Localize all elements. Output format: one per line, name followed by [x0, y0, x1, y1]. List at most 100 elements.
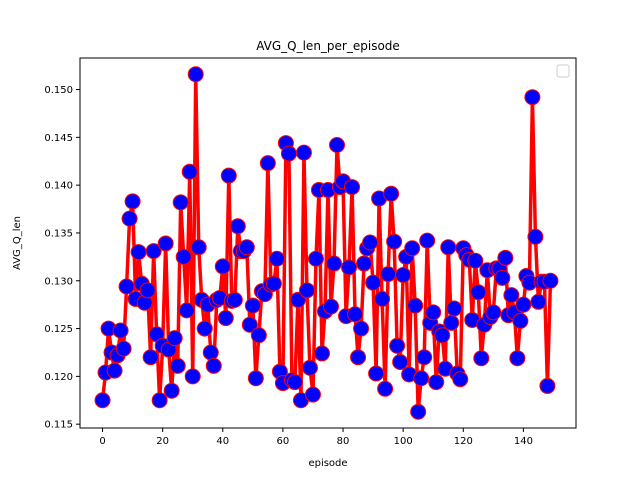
- data-point: [416, 349, 433, 366]
- axes-frame: [79, 57, 577, 429]
- data-point: [446, 300, 463, 317]
- data-point: [434, 327, 451, 344]
- data-point: [187, 66, 204, 83]
- data-point: [347, 306, 364, 323]
- data-point: [130, 244, 147, 261]
- data-point: [512, 312, 529, 329]
- data-point: [214, 258, 231, 275]
- data-point: [377, 380, 394, 397]
- x-tick-label: 60: [277, 436, 290, 447]
- data-point: [313, 345, 330, 362]
- data-point: [286, 374, 303, 391]
- data-point: [190, 239, 207, 256]
- x-axis: 0 20 40 60 80 100 120 140: [99, 428, 533, 447]
- data-point: [350, 349, 367, 366]
- x-tick-label: 0: [99, 436, 105, 447]
- y-tick-label: 0.150: [44, 85, 73, 96]
- data-point: [247, 370, 264, 387]
- y-axis-label: AVG_Q_len: [12, 216, 23, 270]
- data-point: [226, 291, 243, 308]
- data-point: [443, 314, 460, 331]
- data-point: [205, 357, 222, 374]
- data-point: [151, 392, 168, 409]
- data-point: [428, 374, 445, 391]
- data-point: [497, 249, 514, 266]
- data-point: [413, 370, 430, 387]
- data-point: [539, 377, 556, 394]
- data-point: [365, 274, 382, 291]
- data-point: [467, 252, 484, 269]
- data-point: [515, 296, 532, 313]
- data-point: [241, 316, 258, 333]
- data-point: [470, 284, 487, 301]
- y-tick-label: 0.145: [44, 133, 73, 144]
- data-point: [115, 340, 132, 357]
- data-point: [181, 163, 198, 180]
- x-tick-label: 20: [156, 436, 169, 447]
- data-point: [329, 137, 346, 153]
- x-tick-label: 40: [216, 436, 229, 447]
- data-point: [383, 185, 400, 202]
- data-point: [407, 297, 424, 314]
- data-point: [238, 239, 255, 256]
- y-axis: 0.115 0.120 0.125 0.130 0.135 0.140 0.145 0.150: [44, 85, 80, 431]
- data-point: [485, 304, 502, 321]
- data-point: [178, 302, 195, 319]
- data-point: [374, 290, 391, 307]
- data-point: [386, 233, 403, 250]
- data-point: [217, 310, 234, 327]
- data-point: [265, 275, 282, 292]
- data-point: [395, 267, 412, 284]
- data-point: [344, 179, 361, 196]
- data-point: [259, 155, 276, 172]
- data-point: [392, 354, 409, 371]
- plot-area: [94, 66, 559, 420]
- y-tick-label: 0.135: [44, 228, 73, 239]
- data-point: [380, 266, 397, 283]
- data-point: [494, 269, 511, 286]
- data-point: [452, 371, 469, 388]
- data-point: [298, 282, 315, 299]
- x-tick-label: 80: [337, 436, 350, 447]
- y-tick-label: 0.125: [44, 324, 73, 335]
- data-point: [172, 194, 189, 211]
- y-tick-label: 0.115: [44, 420, 73, 431]
- data-point: [124, 193, 141, 210]
- data-point: [509, 350, 526, 367]
- data-point: [280, 145, 297, 162]
- x-tick-label: 100: [394, 436, 413, 447]
- data-point: [157, 235, 174, 252]
- data-point: [353, 320, 370, 337]
- legend-box: [556, 64, 570, 78]
- data-point: [196, 320, 213, 337]
- x-tick-label: 120: [454, 436, 473, 447]
- data-point: [166, 330, 183, 347]
- data-point: [121, 210, 138, 227]
- data-point: [268, 250, 285, 267]
- data-point: [362, 234, 379, 251]
- data-point: [425, 304, 442, 321]
- y-tick-label: 0.130: [44, 276, 73, 287]
- data-point: [404, 240, 421, 257]
- chart-title: AVG_Q_len_per_episode: [256, 39, 400, 53]
- data-point: [184, 368, 201, 385]
- data-point: [202, 344, 219, 361]
- data-point: [229, 218, 246, 235]
- data-point: [250, 327, 267, 344]
- x-axis-label: episode: [308, 458, 347, 469]
- data-point: [112, 322, 129, 339]
- data-point: [323, 298, 340, 315]
- data-point: [142, 349, 159, 366]
- data-point: [139, 282, 156, 299]
- data-point: [410, 403, 427, 420]
- data-point: [389, 337, 406, 354]
- data-point: [341, 259, 358, 276]
- data-point: [419, 232, 436, 249]
- y-tick-label: 0.120: [44, 372, 73, 383]
- data-point: [473, 350, 490, 367]
- data-point: [304, 386, 321, 403]
- data-point: [356, 255, 373, 272]
- data-point: [94, 392, 111, 409]
- data-point: [527, 228, 544, 245]
